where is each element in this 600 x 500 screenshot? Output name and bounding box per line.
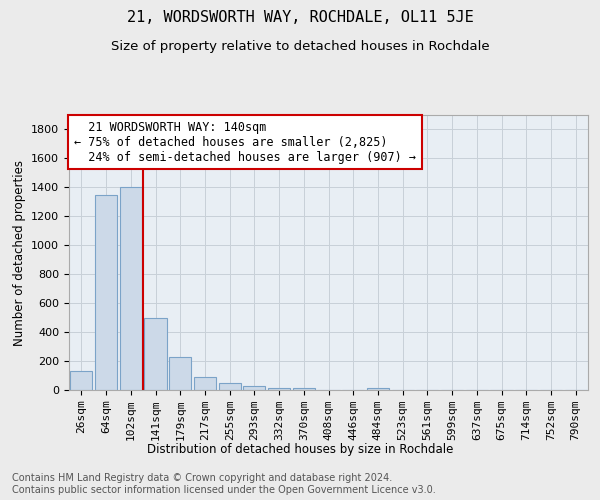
Bar bbox=[169, 356, 191, 390]
Text: Distribution of detached houses by size in Rochdale: Distribution of detached houses by size … bbox=[147, 442, 453, 456]
Bar bbox=[95, 194, 117, 390]
Y-axis label: Number of detached properties: Number of detached properties bbox=[13, 160, 26, 346]
Bar bbox=[145, 318, 167, 390]
Text: 21 WORDSWORTH WAY: 140sqm
← 75% of detached houses are smaller (2,825)
  24% of : 21 WORDSWORTH WAY: 140sqm ← 75% of detac… bbox=[74, 120, 416, 164]
Bar bbox=[268, 388, 290, 390]
Bar bbox=[367, 388, 389, 390]
Bar bbox=[119, 188, 142, 390]
Bar bbox=[194, 377, 216, 390]
Bar bbox=[70, 371, 92, 390]
Text: 21, WORDSWORTH WAY, ROCHDALE, OL11 5JE: 21, WORDSWORTH WAY, ROCHDALE, OL11 5JE bbox=[127, 10, 473, 25]
Bar bbox=[218, 383, 241, 390]
Bar bbox=[243, 386, 265, 390]
Text: Contains HM Land Registry data © Crown copyright and database right 2024.
Contai: Contains HM Land Registry data © Crown c… bbox=[12, 474, 436, 495]
Bar bbox=[293, 388, 315, 390]
Text: Size of property relative to detached houses in Rochdale: Size of property relative to detached ho… bbox=[110, 40, 490, 53]
